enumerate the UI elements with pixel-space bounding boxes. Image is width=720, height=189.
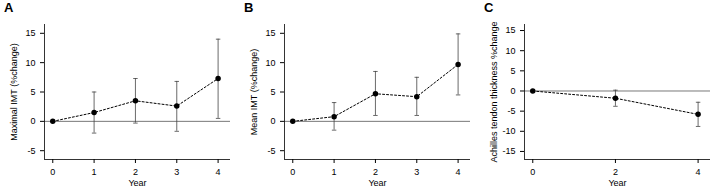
svg-text:0: 0	[290, 167, 295, 177]
svg-text:0: 0	[510, 86, 515, 96]
svg-text:Year: Year	[608, 178, 626, 188]
svg-text:Year: Year	[368, 178, 386, 188]
svg-text:1: 1	[332, 167, 337, 177]
svg-text:3: 3	[174, 167, 179, 177]
svg-text:Maximal IMT (%change): Maximal IMT (%change)	[9, 43, 19, 140]
svg-text:-5: -5	[507, 106, 515, 116]
svg-text:Year: Year	[128, 178, 146, 188]
svg-text:-10: -10	[502, 126, 515, 136]
svg-text:15: 15	[265, 28, 275, 38]
svg-text:3: 3	[414, 167, 419, 177]
svg-text:4: 4	[456, 167, 461, 177]
svg-text:2: 2	[373, 167, 378, 177]
svg-text:0: 0	[30, 116, 35, 126]
svg-text:4: 4	[216, 167, 221, 177]
svg-text:Achilles tendon thickness %cha: Achilles tendon thickness %change	[489, 21, 499, 162]
svg-text:15: 15	[505, 25, 515, 35]
svg-text:15: 15	[25, 28, 35, 38]
svg-text:10: 10	[265, 58, 275, 68]
svg-text:5: 5	[30, 87, 35, 97]
svg-text:5: 5	[270, 87, 275, 97]
svg-text:-5: -5	[267, 146, 275, 156]
svg-text:0: 0	[50, 167, 55, 177]
svg-text:-5: -5	[27, 146, 35, 156]
svg-text:10: 10	[25, 58, 35, 68]
html-text:B: B	[244, 0, 254, 15]
svg-text:10: 10	[505, 46, 515, 56]
svg-text:Mean IMT (%change): Mean IMT (%change)	[249, 49, 259, 135]
svg-text:2: 2	[613, 167, 618, 177]
svg-text:-15: -15	[502, 146, 515, 156]
svg-text:1: 1	[92, 167, 97, 177]
svg-text:2: 2	[133, 167, 138, 177]
svg-text:4: 4	[696, 167, 701, 177]
html-text:A: A	[4, 0, 14, 15]
svg-text:0: 0	[530, 167, 535, 177]
html-text:C: C	[484, 0, 494, 15]
svg-text:0: 0	[270, 116, 275, 126]
svg-text:5: 5	[510, 66, 515, 76]
